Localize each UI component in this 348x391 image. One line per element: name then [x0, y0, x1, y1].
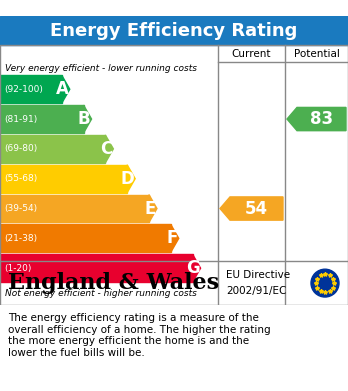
Polygon shape: [62, 75, 70, 103]
Text: (21-38): (21-38): [4, 234, 37, 243]
Text: 2002/91/EC: 2002/91/EC: [226, 286, 286, 296]
Text: Very energy efficient - lower running costs: Very energy efficient - lower running co…: [5, 64, 197, 73]
Polygon shape: [149, 195, 157, 222]
Polygon shape: [171, 224, 179, 252]
Polygon shape: [105, 135, 113, 163]
Text: England & Wales: England & Wales: [8, 272, 219, 294]
Polygon shape: [287, 108, 346, 131]
Bar: [0, 165, 127, 193]
Text: A: A: [56, 80, 69, 98]
Text: G: G: [186, 259, 199, 277]
Text: (81-91): (81-91): [4, 115, 37, 124]
Bar: [0, 261, 348, 305]
Polygon shape: [192, 254, 200, 282]
Bar: [0, 45, 348, 305]
Circle shape: [311, 269, 339, 297]
Bar: [0, 45, 348, 305]
Text: (1-20): (1-20): [4, 264, 31, 273]
Text: 83: 83: [310, 110, 333, 128]
Text: (55-68): (55-68): [4, 174, 37, 183]
Text: Potential: Potential: [294, 49, 339, 59]
Text: F: F: [166, 230, 178, 248]
Text: The energy efficiency rating is a measure of the
overall efficiency of a home. T: The energy efficiency rating is a measur…: [8, 313, 271, 358]
Text: EU Directive: EU Directive: [226, 270, 290, 280]
Bar: [0, 105, 84, 133]
Polygon shape: [127, 165, 135, 193]
Text: Energy Efficiency Rating: Energy Efficiency Rating: [50, 22, 298, 39]
Text: (39-54): (39-54): [4, 204, 37, 213]
Text: D: D: [120, 170, 134, 188]
Bar: [0, 195, 149, 222]
Polygon shape: [220, 197, 283, 220]
Bar: [0, 16, 348, 45]
Text: E: E: [144, 199, 156, 217]
Text: (69-80): (69-80): [4, 144, 37, 153]
Text: C: C: [100, 140, 112, 158]
Bar: [0, 135, 105, 163]
Text: Not energy efficient - higher running costs: Not energy efficient - higher running co…: [5, 289, 197, 298]
Text: B: B: [78, 110, 90, 128]
Bar: [0, 254, 192, 282]
Text: (92-100): (92-100): [4, 85, 43, 94]
Text: Current: Current: [232, 49, 271, 59]
Polygon shape: [84, 105, 92, 133]
Bar: [0, 224, 171, 252]
Bar: [0, 75, 62, 103]
Text: 54: 54: [245, 199, 268, 217]
